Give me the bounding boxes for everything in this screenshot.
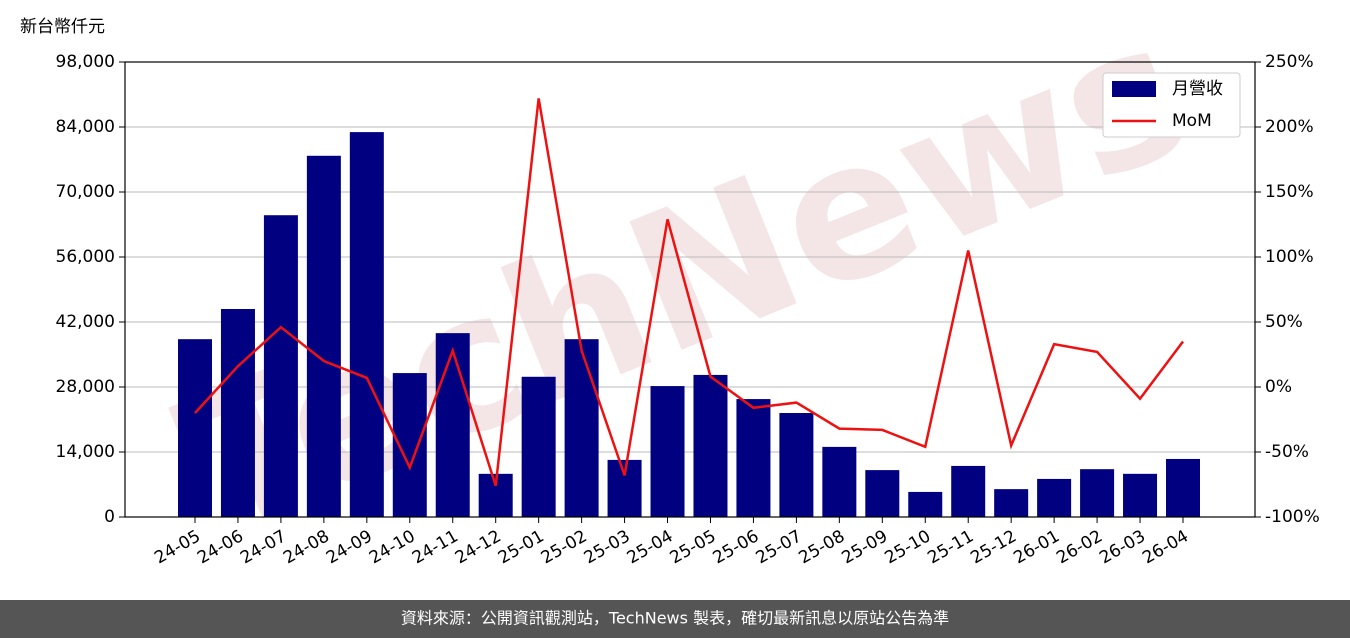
bar [908,491,943,517]
y2-tick-label: 150% [1265,182,1314,202]
x-tick-label: 25-05 [667,526,720,568]
bar [650,386,685,517]
x-tick-label: 25-11 [924,526,977,568]
y2-tick-label: 100% [1265,247,1314,267]
x-tick-label: 25-10 [881,526,934,568]
y-tick-label: 28,000 [56,377,115,397]
y-tick-label: 98,000 [56,52,115,72]
x-tick-label: 24-10 [366,526,419,568]
footer: 資料來源：公開資訊觀測站，TechNews 製表，確切最新訊息以原站公告為準 [401,609,949,628]
x-tick-label: 25-03 [581,526,634,568]
y2-tick-label: 0% [1265,377,1292,397]
bar [693,374,728,517]
y2-tick-label: 200% [1265,117,1314,137]
y2-tick-label: 250% [1265,52,1314,72]
y2-tick-label: 50% [1265,312,1303,332]
x-tick-label: 24-11 [409,526,462,568]
bar [865,470,900,517]
legend-label: MoM [1172,111,1212,131]
bar [178,339,212,517]
x-tick-label: 25-02 [538,526,591,568]
y-axis-unit: 新台幣仟元 [20,17,105,37]
x-tick-label: 25-07 [753,526,806,568]
x-tick-label: 25-04 [624,526,677,568]
y-tick-label: 70,000 [56,182,115,202]
x-tick-label: 25-08 [796,526,849,568]
bar [521,376,556,517]
y-tick-label: 14,000 [56,442,115,462]
legend-swatch [1112,81,1156,97]
bar [779,413,814,517]
bar [263,215,298,517]
bar [349,132,384,517]
x-tick-label: 25-12 [967,526,1020,568]
footer-bar [0,600,1350,638]
x-tick-label: 24-12 [452,526,505,568]
y2-tick-label: -50% [1265,442,1309,462]
x-tick-label: 24-05 [151,526,204,568]
legend-label: 月營收 [1172,79,1223,99]
bar [1037,478,1072,517]
mom-line [194,98,1184,487]
bar [736,399,771,517]
y-tick-label: 0 [104,507,115,527]
x-tick-label: 25-06 [710,526,763,568]
x-tick-label: 25-01 [495,526,548,568]
x-tick-label: 26-03 [1096,526,1149,568]
bar [1166,458,1200,517]
y-tick-label: 84,000 [56,117,115,137]
x-tick-label: 26-02 [1053,526,1106,568]
bar [951,465,986,517]
bar [564,339,599,517]
x-tick-label: 26-04 [1139,526,1192,568]
bar [1080,469,1115,517]
bar [994,489,1029,517]
bar [1123,473,1158,517]
x-tick-label: 25-09 [839,526,892,568]
y-tick-label: 42,000 [56,312,115,332]
bar [435,333,470,517]
bar [822,446,857,517]
y-tick-label: 56,000 [56,247,115,267]
bar [220,309,255,517]
x-tick-label: 26-01 [1010,526,1063,568]
y2-tick-label: -100% [1265,507,1320,527]
bar [306,155,341,518]
plot-frame [124,61,1256,518]
